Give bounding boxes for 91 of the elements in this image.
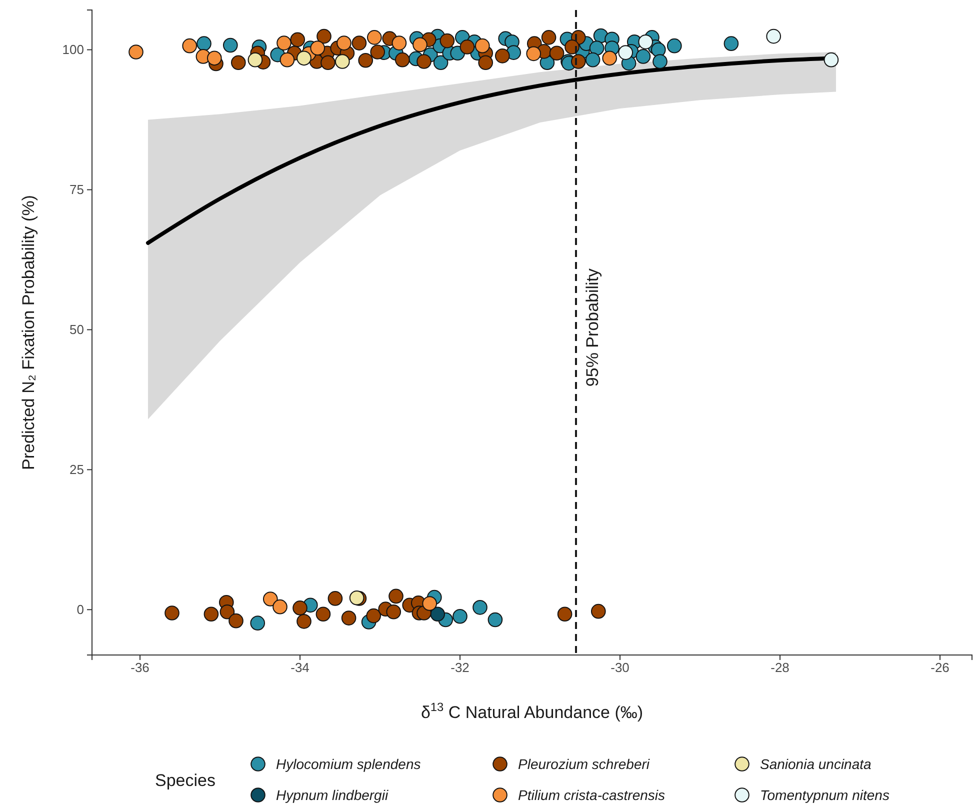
point — [182, 38, 198, 54]
point — [204, 606, 219, 622]
point — [290, 32, 306, 48]
point — [220, 604, 235, 620]
point — [506, 45, 522, 60]
y-tick-label: 0 — [76, 602, 84, 617]
point — [392, 36, 407, 50]
point — [164, 606, 180, 620]
point — [824, 52, 839, 68]
point — [196, 36, 212, 51]
point — [452, 608, 468, 624]
legend-label: Pleurozium schreberi — [518, 756, 650, 772]
point — [230, 55, 246, 70]
point — [228, 613, 244, 628]
point — [589, 40, 604, 56]
point — [370, 44, 386, 60]
point — [388, 588, 404, 604]
point — [430, 606, 446, 622]
point — [590, 604, 606, 619]
legend-label: Hylocomium splendens — [276, 756, 421, 772]
legend-label: Sanionia uncinata — [760, 756, 872, 772]
legend-label: Hypnum lindbergii — [276, 787, 389, 803]
y-tick-label: 100 — [62, 42, 84, 57]
x-tick-label: -34 — [290, 660, 310, 676]
legend-label: Tomentypnum nitens — [760, 787, 890, 803]
x-tick-label: -26 — [930, 660, 950, 676]
point — [440, 33, 455, 48]
point — [460, 40, 475, 54]
point — [310, 40, 326, 56]
point — [352, 36, 367, 50]
point — [564, 40, 580, 54]
point — [248, 52, 263, 68]
point — [416, 54, 432, 69]
point — [724, 36, 739, 51]
point — [488, 612, 503, 628]
point — [316, 606, 331, 622]
ref-line-label: 95% Probability — [583, 268, 602, 387]
y-tick-label: 25 — [70, 462, 84, 477]
x-tick-label: -30 — [610, 660, 630, 676]
point — [585, 52, 600, 68]
point — [296, 50, 312, 66]
point — [262, 592, 278, 606]
point — [433, 55, 448, 70]
point — [478, 55, 494, 70]
point — [494, 48, 510, 64]
point — [472, 600, 488, 615]
point — [557, 606, 572, 622]
point — [334, 54, 350, 69]
point — [128, 44, 144, 60]
x-tick-label: -28 — [770, 660, 790, 676]
point — [341, 610, 356, 626]
point — [320, 55, 336, 70]
point — [549, 46, 564, 61]
point — [296, 614, 312, 629]
point — [422, 596, 438, 611]
x-axis-title: δ$^{13}$ C Natural Abundance (‰) — [420, 700, 644, 722]
y-tick-label: 50 — [70, 322, 84, 337]
point — [766, 28, 782, 44]
point — [650, 42, 666, 58]
point — [366, 608, 382, 624]
point — [222, 38, 238, 53]
point — [394, 52, 410, 68]
point — [526, 46, 542, 62]
point — [618, 45, 634, 60]
point — [652, 54, 668, 69]
y-axis-title: Predicted N₂ Fixation Probability (%) — [19, 195, 38, 470]
point — [541, 30, 556, 45]
point — [336, 36, 352, 50]
legend-title: Species — [155, 771, 216, 790]
point — [250, 616, 266, 630]
x-tick-label: -36 — [130, 660, 150, 676]
point — [474, 38, 490, 54]
point — [328, 591, 343, 606]
x-tick-label: -32 — [450, 660, 470, 676]
point — [292, 600, 308, 616]
point — [316, 28, 332, 44]
point — [636, 49, 651, 64]
legend-label: Ptilium crista-castrensis — [518, 787, 666, 803]
point — [666, 38, 682, 54]
point — [272, 599, 288, 614]
y-tick-label: 75 — [70, 182, 84, 197]
point — [412, 37, 428, 52]
point — [358, 52, 374, 68]
point — [206, 50, 222, 66]
point — [638, 34, 654, 50]
point — [602, 50, 618, 66]
point — [366, 30, 382, 45]
point — [280, 52, 295, 68]
point — [276, 36, 292, 50]
point — [570, 54, 586, 69]
point — [386, 604, 402, 620]
